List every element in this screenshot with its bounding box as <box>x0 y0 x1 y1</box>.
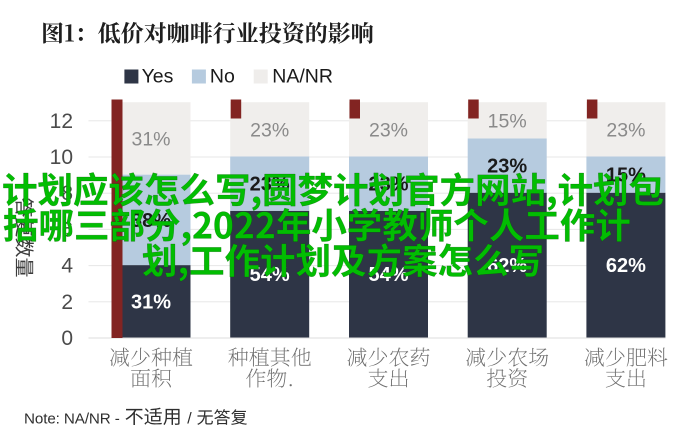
svg-text:6: 6 <box>61 218 73 241</box>
svg-text:23%: 23% <box>250 119 289 141</box>
svg-text:54%: 54% <box>250 264 290 286</box>
svg-text:12: 12 <box>50 110 73 133</box>
svg-text:No: No <box>210 66 235 88</box>
svg-text:Yes: Yes <box>142 66 174 88</box>
svg-text:23%: 23% <box>606 119 645 141</box>
svg-text:23%: 23% <box>487 156 527 178</box>
svg-text:15%: 15% <box>488 110 527 132</box>
svg-text:31%: 31% <box>131 128 170 150</box>
svg-text:23%: 23% <box>369 119 408 141</box>
svg-text:4: 4 <box>61 255 73 278</box>
svg-text:NA/NR: NA/NR <box>272 66 333 88</box>
svg-text:31%: 31% <box>131 291 171 313</box>
svg-text:0: 0 <box>61 327 73 350</box>
svg-text:62%: 62% <box>606 255 646 277</box>
svg-text:2: 2 <box>61 291 73 314</box>
svg-text:Note: NA/NR -: Note: NA/NR - <box>24 411 120 428</box>
svg-text:10: 10 <box>50 146 73 169</box>
svg-text:/: / <box>187 411 192 428</box>
